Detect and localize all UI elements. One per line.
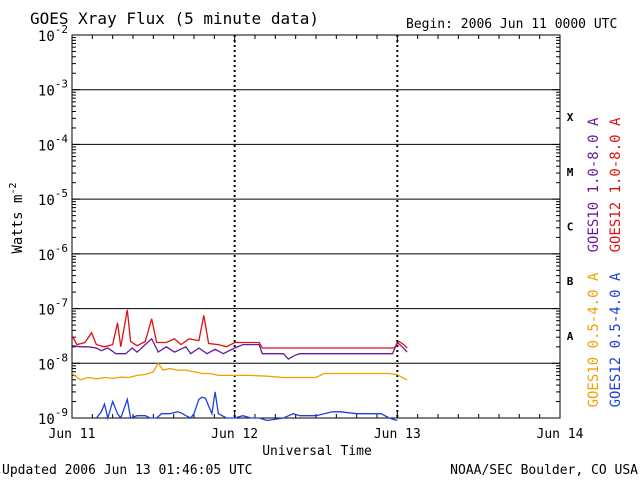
y-tick-label: 10-7 — [38, 297, 68, 319]
chart-title: GOES Xray Flux (5 minute data) — [30, 9, 319, 28]
y-tick-label-base: 10 — [38, 303, 55, 319]
y-tick-label: 10-9 — [38, 406, 68, 428]
y-tick-label: 10-4 — [38, 132, 68, 154]
y-tick-label: 10-2 — [38, 23, 68, 45]
y-tick-label-exp: -5 — [55, 187, 68, 200]
flare-class-label: B — [567, 275, 574, 288]
flare-class-label: C — [567, 221, 574, 234]
legend-entry: GOES12 0.5-4.0 A — [608, 272, 624, 407]
legend-entry: GOES12 1.0-8.0 A — [608, 117, 624, 252]
x-tick-label: Jun 13 — [374, 427, 421, 442]
y-tick-label-exp: -8 — [55, 351, 68, 364]
y-tick-label-exp: -3 — [55, 78, 68, 91]
flare-class-label: X — [567, 111, 574, 124]
series-line — [71, 362, 408, 381]
y-axis-label-base: Watts m — [10, 195, 26, 254]
x-tick-label: Jun 11 — [49, 427, 96, 442]
y-axis-label-exp: -2 — [8, 182, 19, 194]
y-tick-label-base: 10 — [38, 412, 55, 428]
y-tick-label: 10-6 — [38, 242, 68, 264]
y-axis-label: Watts m-2 — [8, 182, 26, 253]
legend-entry: GOES10 1.0-8.0 A — [586, 117, 602, 252]
y-tick-label-base: 10 — [38, 193, 55, 209]
begin-label: Begin: 2006 Jun 11 0000 UTC — [406, 17, 617, 32]
x-tick-label: Jun 12 — [211, 427, 258, 442]
series-line — [71, 309, 408, 349]
legend: GOES10 1.0-8.0 A GOES12 1.0-8.0 A GOES10 0… — [586, 117, 624, 407]
footer-credit: NOAA/SEC Boulder, CO USA — [450, 463, 638, 478]
series-line — [95, 391, 398, 422]
legend-entry: GOES10 0.5-4.0 A — [586, 272, 602, 407]
y-tick-label-base: 10 — [38, 29, 55, 45]
plot-frame — [71, 34, 561, 419]
y-tick-label: 10-8 — [38, 351, 68, 373]
y-tick-label-exp: -9 — [55, 406, 68, 419]
y-tick-label-base: 10 — [38, 84, 55, 100]
flare-class-label: A — [567, 330, 574, 343]
y-tick-label-exp: -4 — [55, 132, 69, 145]
y-tick-label-exp: -6 — [55, 242, 68, 255]
y-tick-label-base: 10 — [38, 248, 55, 264]
series-line — [71, 337, 408, 360]
footer-updated: Updated 2006 Jun 13 01:46:05 UTC — [2, 463, 252, 478]
y-tick-label-exp: -2 — [55, 23, 68, 36]
y-tick-label-exp: -7 — [55, 297, 68, 310]
flare-class-label: M — [567, 166, 574, 179]
y-tick-label-base: 10 — [38, 357, 55, 373]
y-tick-label: 10-3 — [38, 78, 68, 100]
y-tick-label: 10-5 — [38, 187, 68, 209]
x-tick-label: Jun 14 — [537, 427, 584, 442]
y-tick-label-base: 10 — [38, 138, 55, 154]
x-axis-label: Universal Time — [262, 444, 372, 459]
